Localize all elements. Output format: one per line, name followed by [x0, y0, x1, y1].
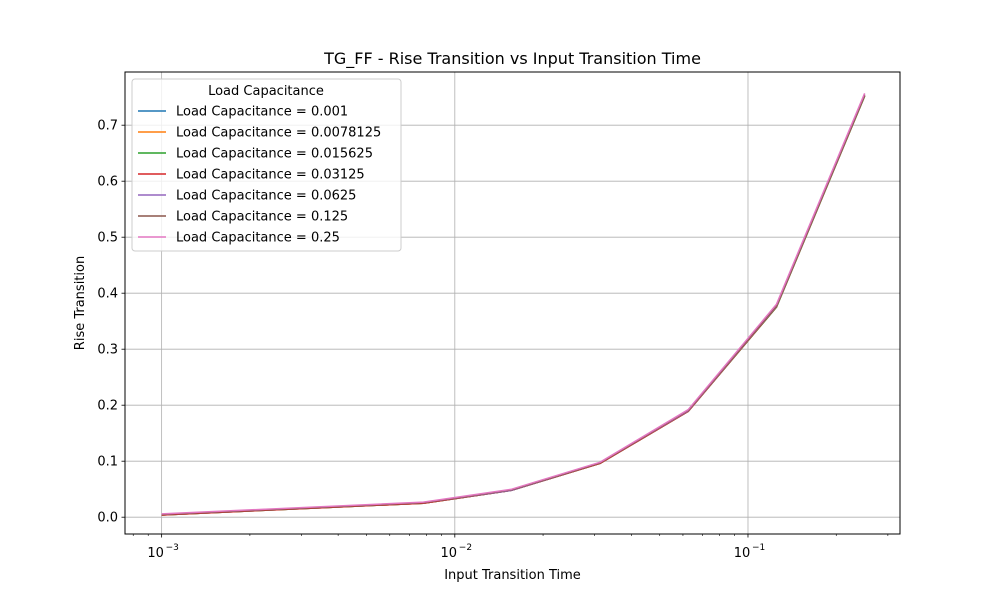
y-tick-label: 0.1: [97, 455, 118, 470]
x-tick-exponent: −2: [459, 543, 472, 553]
legend-label: Load Capacitance = 0.015625: [176, 147, 373, 162]
x-tick-label: 10: [147, 546, 164, 561]
ticks: 0.00.10.20.30.40.50.60.710 −3 10 −2 10 −1: [97, 119, 889, 561]
y-tick-label: 0.6: [97, 175, 118, 190]
legend-label: Load Capacitance = 0.0625: [176, 189, 356, 204]
x-tick-exponent: −1: [752, 543, 765, 553]
x-tick-exponent: −3: [166, 543, 179, 553]
x-tick-label: 10: [441, 546, 458, 561]
series-lines: [161, 92, 866, 516]
y-tick-label: 0.3: [97, 343, 118, 358]
legend-label: Load Capacitance = 0.25: [176, 231, 340, 246]
y-axis-label: Rise Transition: [73, 256, 88, 350]
legend-label: Load Capacitance = 0.0078125: [176, 126, 381, 141]
legend: Load Capacitance Load Capacitance = 0.00…: [131, 78, 402, 252]
legend-label: Load Capacitance = 0.03125: [176, 168, 365, 183]
series-line-6: [161, 92, 866, 515]
legend-title: Load Capacitance: [208, 84, 324, 99]
y-tick-label: 0.0: [97, 511, 118, 526]
x-tick-label: 10: [734, 546, 751, 561]
legend-entries: Load Capacitance = 0.001 Load Capacitance…: [138, 105, 381, 246]
legend-box: [131, 78, 402, 252]
y-tick-label: 0.7: [97, 119, 118, 134]
axes-frame: [124, 71, 901, 535]
y-tick-label: 0.2: [97, 399, 118, 414]
chart-title: TG_FF - Rise Transition vs Input Transit…: [323, 49, 701, 69]
legend-label: Load Capacitance = 0.001: [176, 105, 348, 120]
legend-label: Load Capacitance = 0.125: [176, 210, 348, 225]
x-axis-label: Input Transition Time: [444, 568, 581, 583]
y-tick-label: 0.4: [97, 287, 118, 302]
y-tick-label: 0.5: [97, 231, 118, 246]
